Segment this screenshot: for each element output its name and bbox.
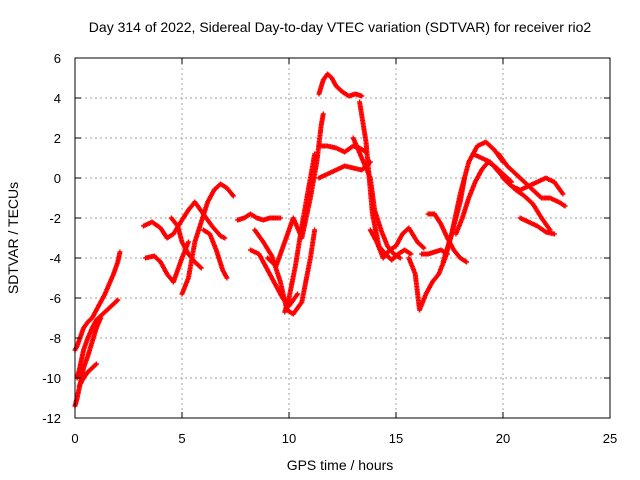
y-axis-label: SDTVAR / TECUs: [5, 182, 21, 294]
series-arc-23: [425, 211, 470, 265]
series-arc-20: [367, 225, 427, 261]
x-tick-label: 25: [603, 431, 617, 446]
data-point: [93, 361, 99, 367]
x-tick-label: 20: [496, 431, 510, 446]
data-point: [320, 111, 326, 117]
data-point: [464, 259, 470, 265]
y-tick-label: -10: [42, 371, 61, 386]
series-arc-16: [316, 143, 369, 155]
series-arc-10: [235, 211, 283, 223]
data-point: [224, 275, 230, 281]
series-arc-15: [316, 71, 365, 99]
series-arc-28: [500, 175, 566, 197]
data-point: [408, 251, 414, 257]
data-point: [198, 265, 204, 271]
data-point: [312, 227, 318, 233]
data-point: [312, 151, 318, 157]
data-point: [230, 193, 236, 199]
plot-frame: [74, 57, 611, 419]
y-tick-label: 6: [54, 51, 61, 66]
y-tick-label: 4: [54, 91, 61, 106]
series-arc-24: [440, 139, 506, 265]
x-tick-label: 0: [71, 431, 78, 446]
data-points: [72, 71, 568, 409]
y-tick-label: -12: [42, 411, 61, 426]
data-point: [117, 249, 123, 255]
x-tick-label: 15: [389, 431, 403, 446]
data-point: [185, 239, 191, 245]
y-tick-label: -4: [49, 251, 61, 266]
data-point: [222, 235, 228, 241]
y-tick-label: -6: [49, 291, 61, 306]
series-arc-8: [179, 181, 236, 297]
grid-lines: [75, 58, 610, 418]
series-arc-9: [200, 227, 230, 281]
x-axis-label: GPS time / hours: [287, 457, 394, 473]
data-point: [359, 93, 365, 99]
data-point: [562, 203, 568, 209]
data-point: [421, 245, 427, 251]
y-tick-label: -8: [49, 331, 61, 346]
series-arc-14: [282, 151, 318, 315]
series-arc-6: [143, 239, 191, 285]
data-point: [115, 297, 121, 303]
data-point: [551, 231, 557, 237]
data-point: [295, 291, 301, 297]
series-arc-7: [168, 215, 204, 271]
data-point: [277, 215, 283, 221]
data-point: [560, 191, 566, 197]
axis-ticks: 0 5 10 15 20 25 -12 -10 -8 -6 -4 -2 0 2 4 6: [42, 51, 617, 446]
x-tick-label: 5: [178, 431, 185, 446]
x-tick-label: 10: [282, 431, 296, 446]
y-tick-label: -2: [49, 211, 61, 226]
series-arc-3: [74, 297, 121, 381]
series-arc-26: [470, 151, 553, 233]
series-arc-13: [265, 111, 326, 269]
series-arc-5: [140, 199, 228, 241]
y-tick-label: 0: [54, 171, 61, 186]
series-arc-2: [72, 315, 104, 409]
chart-title: Day 314 of 2022, Sidereal Day-to-day VTE…: [89, 19, 592, 35]
data-point: [397, 255, 403, 261]
y-tick-label: 2: [54, 131, 61, 146]
series-arc-4: [76, 361, 99, 389]
series-arc-29: [517, 215, 557, 237]
